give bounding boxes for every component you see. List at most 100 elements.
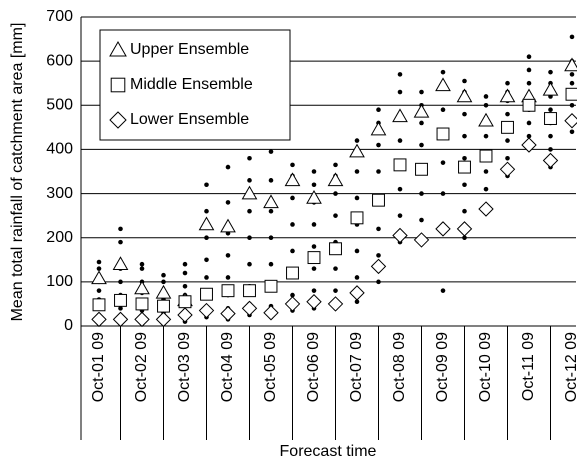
diamond-marker <box>413 232 430 248</box>
member-dot <box>182 261 188 267</box>
member-dot <box>333 266 338 271</box>
member-dot <box>268 235 274 241</box>
square-marker <box>307 251 321 265</box>
x-tick-label: Oct-04 09 <box>219 332 236 402</box>
diamond-marker <box>112 311 129 328</box>
member-dot <box>139 266 145 271</box>
member-dot <box>483 94 489 99</box>
square-marker <box>286 266 299 280</box>
member-dot <box>311 169 317 174</box>
y-tick-label: 300 <box>46 185 73 202</box>
member-dot <box>225 200 231 205</box>
member-dot <box>397 213 403 218</box>
square-marker <box>221 284 235 298</box>
member-dot <box>96 259 102 265</box>
member-dot <box>225 253 231 258</box>
square-marker <box>110 77 126 93</box>
diamond-marker <box>109 111 127 129</box>
legend-label: Lower Ensemble <box>130 111 249 128</box>
member-dot <box>354 275 360 280</box>
diamond-marker <box>327 296 344 312</box>
member-dot <box>118 279 123 285</box>
member-dot <box>161 272 166 278</box>
square-marker <box>114 293 127 307</box>
triangle-marker <box>112 256 129 270</box>
member-dot <box>354 169 360 174</box>
triangle-marker <box>327 172 344 187</box>
member-dot <box>268 149 274 154</box>
x-tick-label: Oct-09 09 <box>434 332 451 402</box>
member-dot <box>247 208 252 214</box>
member-dot <box>397 72 403 77</box>
x-tick-label: Oct-05 09 <box>262 332 279 402</box>
square-marker <box>436 127 450 141</box>
x-tick-label: Oct-06 09 <box>305 332 322 402</box>
member-dot <box>247 261 252 267</box>
member-dot <box>290 292 295 298</box>
member-dot <box>182 270 188 276</box>
square-marker <box>393 158 407 172</box>
member-dot <box>526 54 532 60</box>
y-tick-label: 600 <box>46 52 73 69</box>
y-tick-label: 0 <box>64 317 73 334</box>
member-dot <box>483 133 489 139</box>
member-dot <box>440 160 446 165</box>
member-dot <box>204 257 209 263</box>
member-dot <box>440 191 446 196</box>
square-marker <box>458 160 471 174</box>
x-tick-label: Oct-02 09 <box>133 332 150 402</box>
member-dot <box>419 89 424 95</box>
member-dot <box>96 266 102 271</box>
diamond-marker <box>564 113 577 129</box>
legend-label: Middle Ensemble <box>130 76 253 93</box>
member-dot <box>483 102 489 108</box>
member-dot <box>333 213 338 218</box>
member-dot <box>376 107 381 112</box>
member-dot <box>311 288 317 293</box>
member-dot <box>376 253 381 258</box>
member-dot <box>354 248 360 254</box>
triangle-marker <box>456 88 473 103</box>
diamond-marker <box>198 302 215 319</box>
member-dot <box>419 120 424 126</box>
square-marker <box>135 297 149 311</box>
member-dot <box>204 235 209 241</box>
member-dot <box>354 195 360 201</box>
triangle-marker <box>134 280 150 295</box>
member-dot <box>569 34 575 40</box>
member-dot <box>462 133 467 139</box>
triangle-marker <box>263 194 279 209</box>
triangle-marker <box>109 40 127 57</box>
member-dot <box>247 178 252 183</box>
member-dot <box>96 288 102 293</box>
triangle-marker <box>284 172 301 187</box>
x-tick-label: Oct-10 09 <box>477 332 494 402</box>
member-dot <box>204 208 209 214</box>
triangle-marker <box>542 81 559 96</box>
member-dot <box>462 208 467 214</box>
member-dot <box>569 102 575 108</box>
member-dot <box>204 182 209 188</box>
triangle-marker <box>220 218 236 233</box>
member-dot <box>569 72 575 77</box>
x-tick-label: Oct-03 09 <box>176 332 193 402</box>
x-axis-label: Forecast time <box>280 443 377 460</box>
member-dot <box>268 261 274 267</box>
triangle-marker <box>241 185 258 200</box>
member-dot <box>247 235 252 241</box>
member-dot <box>118 306 123 311</box>
member-dot <box>462 155 467 161</box>
diamond-marker <box>521 137 537 153</box>
member-dot <box>419 142 424 148</box>
diamond-marker <box>284 296 301 312</box>
diamond-marker <box>134 311 150 328</box>
diamond-marker <box>456 221 473 237</box>
member-dot <box>526 133 532 139</box>
member-dot <box>397 89 403 95</box>
member-dot <box>569 80 575 86</box>
member-dot <box>505 80 510 86</box>
square-marker <box>372 193 385 207</box>
member-dot <box>204 275 209 280</box>
square-marker <box>200 287 213 301</box>
member-dot <box>118 226 123 232</box>
